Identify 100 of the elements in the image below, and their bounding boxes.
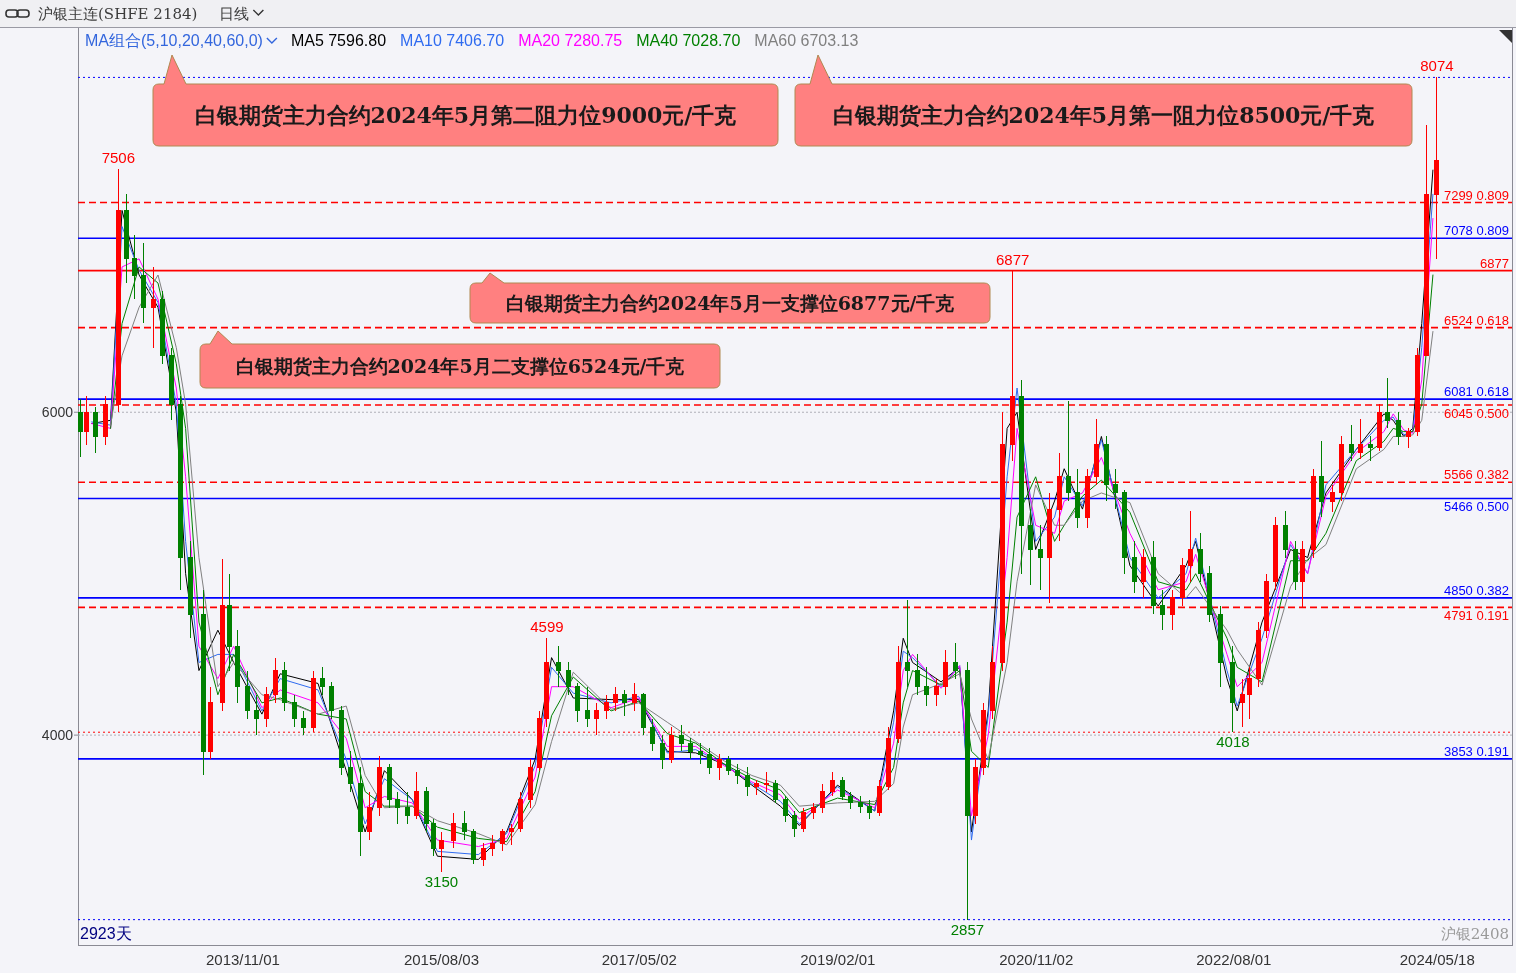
annotation: 4850 0.382 [1443, 582, 1509, 598]
candlestick [1028, 508, 1033, 586]
candlestick [613, 686, 618, 712]
candlestick [227, 573, 232, 672]
candlestick [1047, 492, 1052, 604]
annotation: 7078 0.809 [1443, 223, 1509, 239]
candlestick [1104, 435, 1109, 502]
candlestick [1122, 489, 1127, 575]
candlestick [943, 649, 948, 696]
candlestick [160, 290, 165, 365]
candlestick [990, 645, 995, 720]
annotation: 6081 0.618 [1443, 384, 1509, 400]
candlestick [245, 670, 250, 720]
annotation: 2857 [950, 920, 985, 938]
candlestick [585, 686, 590, 728]
candlestick [632, 682, 637, 712]
candlestick [1396, 411, 1401, 446]
candlestick [1132, 540, 1137, 594]
candlestick [773, 779, 778, 804]
candlestick [1151, 540, 1156, 615]
annotation: 3853 0.191 [1443, 743, 1509, 759]
candlestick [650, 718, 655, 752]
x-tick-label: 2015/08/03 [403, 951, 479, 968]
candlestick [1188, 510, 1193, 583]
candlestick [1160, 589, 1165, 631]
candlestick [575, 682, 580, 723]
candlestick [688, 737, 693, 760]
candlestick [1207, 565, 1212, 623]
candlestick [830, 771, 835, 797]
candlestick [1406, 427, 1411, 449]
candlestick [178, 395, 183, 591]
chart-title: 沪银主连(SHFE 2184) [38, 5, 198, 23]
candlestick [405, 791, 410, 825]
candlestick [490, 834, 495, 857]
candlestick [801, 807, 806, 833]
candlestick [820, 783, 825, 814]
candlestick [544, 637, 549, 728]
candlestick [169, 347, 174, 421]
candlestick [792, 810, 797, 838]
candlestick [1113, 468, 1118, 510]
candlestick [254, 694, 259, 736]
candlestick [1319, 440, 1324, 518]
candlestick [348, 750, 353, 793]
candlestick [93, 406, 98, 454]
annotation: 7299 0.809 [1443, 187, 1509, 203]
candlestick [1075, 468, 1080, 529]
candlestick [886, 726, 891, 791]
candlestick [329, 681, 334, 720]
candlestick [377, 755, 382, 817]
candlestick [679, 724, 684, 752]
candlestick [509, 823, 514, 846]
candlestick [1256, 621, 1261, 688]
candlestick [1240, 678, 1245, 728]
candlestick [1019, 379, 1024, 575]
candlestick [1293, 540, 1298, 591]
candlestick [264, 686, 269, 728]
candlestick [973, 758, 978, 825]
annotation: 4791 0.191 [1443, 608, 1509, 624]
annotation: 5466 0.500 [1443, 499, 1509, 515]
candlestick [953, 642, 958, 680]
candlestick [439, 831, 444, 873]
candlestick [301, 710, 306, 736]
candlestick [877, 779, 882, 817]
candlestick [566, 661, 571, 696]
candlestick [783, 795, 788, 823]
candlestick [124, 193, 129, 284]
candlestick [1283, 510, 1288, 559]
candlestick [726, 755, 731, 776]
candlestick [896, 645, 901, 744]
x-tick-label: 2022/08/01 [1196, 951, 1272, 968]
candlestick [201, 589, 206, 776]
candlestick [320, 666, 325, 696]
candlestick [604, 694, 609, 720]
candlestick [840, 776, 845, 801]
candlestick [1141, 548, 1146, 599]
annotation: 白银期货主力合约2024年5月第一阻力位8500元/千克 [832, 101, 1375, 128]
candlestick [641, 692, 646, 736]
candlestick [1273, 516, 1278, 591]
candlestick [282, 661, 287, 712]
candlestick [518, 791, 523, 833]
annotation: 白银期货主力合约2024年5月二支撑位6524元/千克 [235, 354, 685, 377]
annotation: 2923天 [80, 925, 132, 942]
candlestick [915, 653, 920, 696]
x-tick-label: 2019/02/01 [800, 951, 876, 968]
candlestick [1368, 435, 1373, 462]
candlestick [745, 766, 750, 797]
candlestick [367, 791, 372, 841]
candlestick [1358, 418, 1363, 460]
x-tick-label: 2013/11/01 [206, 951, 280, 968]
candlestick [858, 795, 863, 814]
candlestick [1349, 424, 1354, 462]
candlestick [707, 747, 712, 775]
candlestick [292, 694, 297, 728]
x-tick-label: 2020/11/02 [999, 951, 1074, 968]
candlestick [735, 763, 740, 785]
annotation: 6524 0.618 [1443, 312, 1509, 328]
annotation: 6877 [1480, 255, 1509, 271]
candlestick [451, 812, 456, 849]
candlestick [660, 734, 665, 770]
candlestick [528, 758, 533, 809]
